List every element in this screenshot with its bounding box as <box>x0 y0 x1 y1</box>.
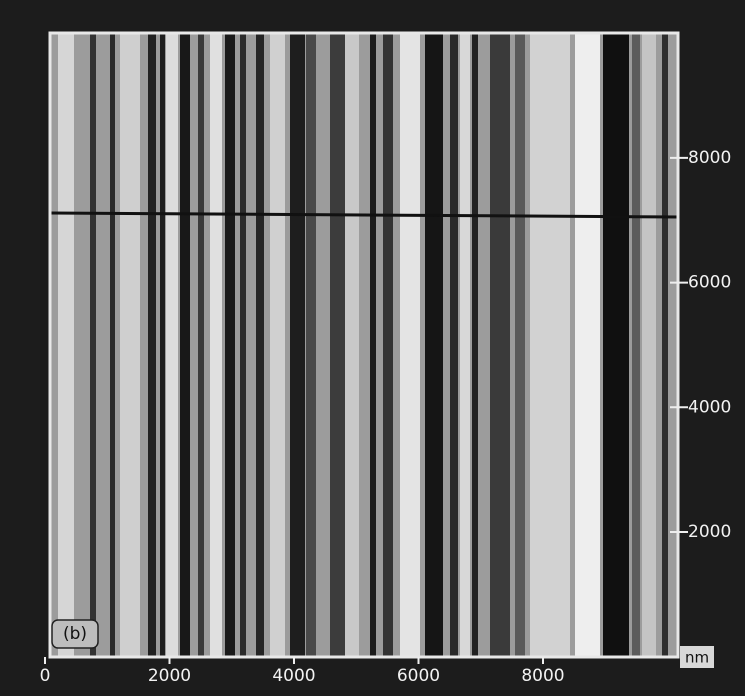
stripe <box>306 33 316 657</box>
stripe <box>425 33 443 657</box>
page: (b) nm 0 2000 4000 6000 8000 2000 4000 6000 8000… <box>0 0 745 696</box>
stripe <box>603 33 629 657</box>
y-tick-label: 6000 <box>688 273 731 293</box>
stripe <box>58 33 74 657</box>
afm-image <box>50 33 678 657</box>
stripe <box>370 33 376 657</box>
stripe <box>120 33 140 657</box>
stripe <box>90 33 96 657</box>
stripe <box>642 33 656 657</box>
y-tick-label: 2000 <box>688 522 731 542</box>
stripe <box>450 33 458 657</box>
stripe <box>166 33 178 657</box>
stripe <box>400 33 420 657</box>
stripe <box>515 33 525 657</box>
unit-label: nm <box>685 649 709 667</box>
stripe <box>180 33 190 657</box>
stripe <box>110 33 115 657</box>
y-tick-label: 4000 <box>688 397 731 417</box>
panel-label: (b) <box>63 624 87 644</box>
stripe <box>662 33 668 657</box>
stripe <box>383 33 393 657</box>
stripe <box>148 33 156 657</box>
stripe <box>460 33 470 657</box>
stripe <box>225 33 235 657</box>
stripe <box>472 33 478 657</box>
x-tick-label: 8000 <box>521 666 564 686</box>
stripe <box>490 33 510 657</box>
stripe <box>345 33 359 657</box>
stripe <box>290 33 305 657</box>
y-tick-label: 8000 <box>688 148 731 168</box>
stripe <box>256 33 264 657</box>
stripe <box>240 33 246 657</box>
figure: (b) nm 0 2000 4000 6000 8000 2000 4000 6000 8000 <box>0 0 745 696</box>
x-tick-label: 4000 <box>272 666 315 686</box>
x-tick-label: 2000 <box>148 666 191 686</box>
stripe <box>632 33 640 657</box>
x-tick-label: 6000 <box>397 666 440 686</box>
stripe <box>270 33 285 657</box>
stripe <box>160 33 165 657</box>
stripe <box>198 33 204 657</box>
x-tick-label: 0 <box>40 666 51 686</box>
stripe <box>530 33 570 657</box>
stripe <box>575 33 600 657</box>
stripe <box>210 33 222 657</box>
